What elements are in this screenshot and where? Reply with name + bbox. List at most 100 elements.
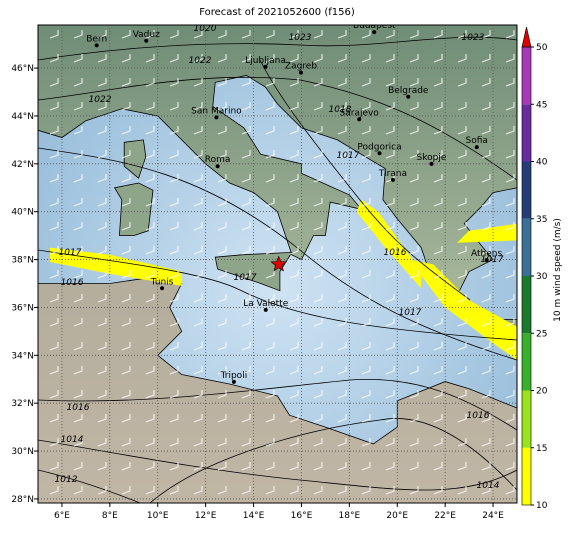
x-tick-label: 16°E [291, 511, 313, 521]
wind-barb [169, 174, 179, 183]
wind-barb [385, 390, 395, 399]
wind-barb [481, 342, 491, 351]
wind-barb [409, 486, 419, 495]
wind-barb [313, 30, 323, 39]
wind-barb [289, 390, 299, 399]
wind-barb [289, 150, 299, 159]
wind-barb [241, 390, 251, 399]
wind-barb [241, 54, 251, 63]
wind-barb [97, 486, 107, 495]
wind-barb [289, 414, 299, 423]
wind-barb [481, 366, 491, 375]
y-tick-label: 44°N [11, 112, 34, 122]
wind-barb [49, 54, 59, 63]
wind-barb [289, 342, 299, 351]
y-tick-label: 36°N [11, 303, 34, 313]
wind-barb [457, 462, 467, 471]
wind-barb [241, 126, 251, 135]
wind-barb [145, 438, 155, 447]
isobar-label: 1016 [467, 411, 490, 421]
wind-barb [217, 246, 227, 255]
wind-barb [313, 390, 323, 399]
wind-barb [337, 78, 347, 87]
wind-barb [97, 174, 107, 183]
wind-barb [433, 30, 443, 39]
wind-barb [121, 150, 131, 159]
wind-barb [73, 54, 83, 63]
wind-barb [457, 174, 467, 183]
wind-barb [241, 30, 251, 39]
wind-barb [97, 318, 107, 327]
city-label: Podgorica [357, 142, 401, 152]
wind-barb [145, 294, 155, 303]
wind-barb [385, 366, 395, 375]
wind-barb [241, 222, 251, 231]
wind-barb [265, 486, 275, 495]
wind-barb [73, 414, 83, 423]
wind-barb [313, 150, 323, 159]
wind-barb [193, 126, 203, 135]
isobar-label: 1017 [234, 273, 257, 283]
city-dot [474, 145, 479, 150]
wind-barb [97, 366, 107, 375]
wind-barb [361, 318, 371, 327]
wind-barb [121, 126, 131, 135]
wind-barb [433, 174, 443, 183]
isobar-label: 1023 [289, 33, 312, 43]
wind-barb [337, 462, 347, 471]
wind-barb [481, 438, 491, 447]
wind-barb [505, 318, 515, 327]
wind-barb [337, 102, 347, 111]
wind-barb [49, 78, 59, 87]
wind-barb [49, 342, 59, 351]
wind-barb [265, 126, 275, 135]
wind-barb [217, 102, 227, 111]
wind-barb [409, 150, 419, 159]
wind-barb [97, 462, 107, 471]
wind-barb [193, 366, 203, 375]
wind-barb [457, 270, 467, 279]
wind-barb [265, 150, 275, 159]
wind-barb [49, 198, 59, 207]
wind-barb [481, 198, 491, 207]
wind-barb [265, 318, 275, 327]
wind-barb [409, 222, 419, 231]
wind-barb [289, 102, 299, 111]
wind-barb [217, 414, 227, 423]
isobar [38, 469, 141, 503]
wind-barb [289, 366, 299, 375]
isobar-label: 1017 [481, 255, 504, 265]
wind-barb [481, 318, 491, 327]
city-label: Ljubljana [245, 56, 286, 66]
wind-barb [385, 126, 395, 135]
colorbar-segment [522, 276, 531, 334]
wind-barb [409, 294, 419, 303]
wind-barb [409, 174, 419, 183]
wind-barb [337, 126, 347, 135]
wind-barb [385, 246, 395, 255]
isobar [149, 418, 517, 503]
city-label: Athens [471, 249, 502, 259]
map-frame [37, 24, 518, 504]
wind-barb [433, 222, 443, 231]
wind-shading [409, 259, 517, 361]
x-tick-label: 18°E [339, 511, 361, 521]
wind-barb [217, 318, 227, 327]
wind-barb [409, 54, 419, 63]
wind-barb [385, 342, 395, 351]
wind-barb [385, 414, 395, 423]
wind-barb [97, 342, 107, 351]
wind-barb [49, 438, 59, 447]
wind-barb [481, 30, 491, 39]
city-label: Tripoli [220, 371, 248, 381]
wind-barb [73, 486, 83, 495]
wind-barb [193, 54, 203, 63]
wind-barb [361, 30, 371, 39]
wind-barb [217, 438, 227, 447]
wind-barb [289, 198, 299, 207]
wind-barb [505, 222, 515, 231]
wind-barb [481, 414, 491, 423]
wind-barb [433, 438, 443, 447]
wind-barb [481, 54, 491, 63]
wind-barb [73, 150, 83, 159]
